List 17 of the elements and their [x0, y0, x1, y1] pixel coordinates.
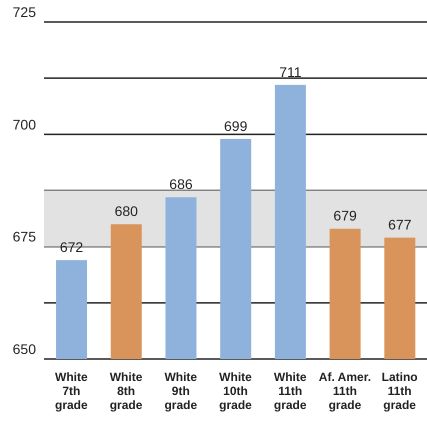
- x-tick-label: White 10th grade: [219, 370, 252, 412]
- x-tick-label: White 11th grade: [274, 370, 307, 412]
- y-tick-label: 675: [12, 228, 36, 245]
- y-tick-label: 700: [12, 116, 36, 132]
- y-tick-label: 725: [12, 4, 36, 20]
- x-tick-label: Af. Amer. 11th grade: [318, 370, 372, 412]
- data-label: 679: [333, 208, 357, 224]
- data-label: 686: [169, 176, 193, 192]
- data-label: 677: [388, 216, 412, 233]
- data-label: 699: [224, 118, 248, 134]
- x-tick-label: White 9th grade: [164, 370, 198, 412]
- x-tick-label: White 7th grade: [55, 370, 88, 412]
- data-label: 680: [114, 203, 138, 220]
- data-label: 711: [279, 64, 302, 80]
- x-tick-label: Latino 11th grade: [382, 370, 418, 412]
- x-tick-label: White 8th grade: [110, 370, 143, 412]
- y-tick-label: 650: [12, 340, 36, 357]
